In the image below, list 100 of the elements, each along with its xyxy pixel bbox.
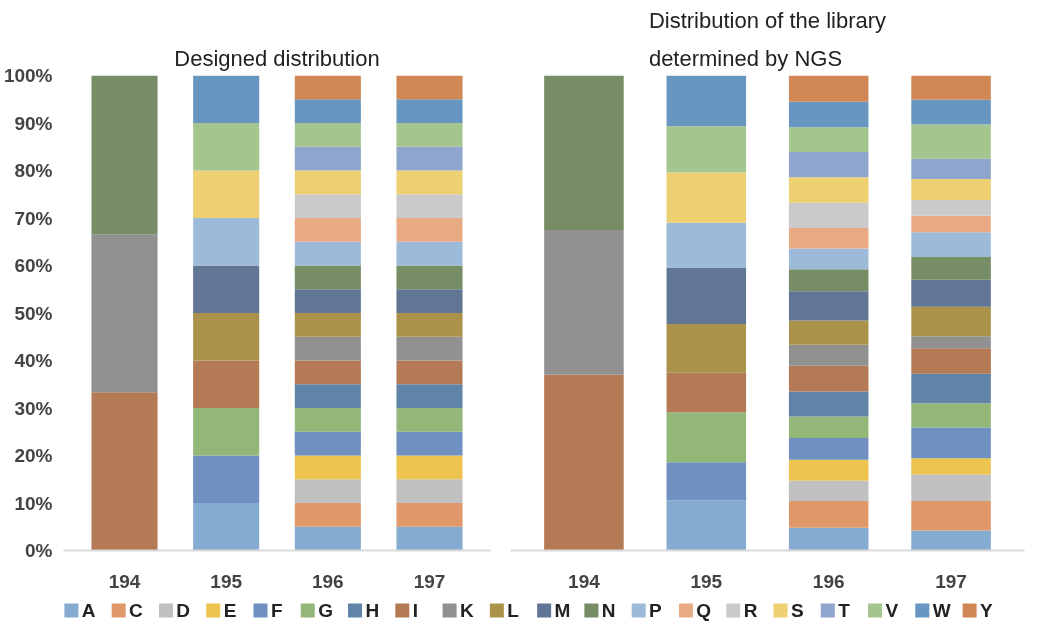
bar (396, 526, 463, 551)
legend-label: S (790, 600, 804, 621)
bar (911, 99, 991, 125)
legend-label: V (885, 600, 899, 621)
bar (193, 313, 260, 361)
bar (294, 170, 361, 195)
bar (911, 336, 991, 349)
bar (911, 75, 991, 100)
x-tick-label: 196 (311, 570, 344, 592)
bar (396, 265, 463, 290)
y-tick-label: 0% (25, 540, 53, 561)
legend-label: K (459, 600, 474, 621)
bar (294, 408, 361, 432)
bar (91, 392, 158, 551)
bar (294, 289, 361, 313)
bar (294, 241, 361, 266)
bar (788, 75, 869, 102)
bar (911, 279, 991, 307)
bar (396, 218, 463, 242)
bar (396, 123, 463, 147)
bar (396, 408, 463, 432)
bar (294, 265, 361, 290)
bar (666, 412, 747, 463)
bar (193, 218, 260, 266)
bar (396, 384, 463, 408)
bar (666, 462, 747, 501)
bar (666, 372, 747, 413)
legend-label: I (412, 600, 418, 621)
legend-label: P (649, 600, 663, 621)
bar (193, 123, 260, 171)
legend-label: D (176, 600, 191, 621)
bar (911, 474, 991, 502)
legend-label: G (318, 600, 333, 621)
bar (396, 194, 463, 218)
bar (788, 248, 869, 270)
y-tick-label: 50% (14, 302, 53, 324)
chart-title: Distribution of the library determined by NGS (648, 8, 887, 71)
y-tick-label: 90% (14, 112, 53, 134)
bar (396, 75, 463, 100)
bar (294, 146, 361, 171)
y-tick-label: 20% (14, 445, 53, 466)
bar (396, 360, 463, 385)
bar (911, 373, 991, 404)
bar (396, 313, 463, 337)
bar (788, 151, 869, 178)
bar (911, 458, 991, 475)
bar (193, 503, 260, 551)
bar (91, 234, 158, 393)
bar (294, 503, 361, 527)
bar (193, 408, 260, 456)
bar (396, 289, 463, 313)
y-tick-label: 10% (14, 492, 53, 514)
bar (911, 124, 991, 159)
bar (911, 179, 991, 200)
bar (911, 232, 991, 257)
legend-label: R (743, 600, 758, 621)
bar (666, 323, 747, 373)
bar (911, 158, 991, 180)
bar (396, 431, 463, 456)
bar (294, 360, 361, 385)
bar (666, 222, 747, 268)
bar (396, 336, 463, 361)
bar (294, 123, 361, 147)
bar (788, 101, 869, 128)
y-tick-label: 100% (3, 65, 53, 86)
y-tick-label: 80% (14, 160, 53, 181)
legend-label: N (601, 600, 616, 621)
bar (788, 501, 869, 528)
x-tick-label: 197 (935, 570, 967, 592)
x-tick-label: 197 (413, 570, 446, 592)
x-tick-label: 194 (108, 570, 141, 592)
bar (788, 459, 869, 481)
bar (788, 365, 869, 392)
bar (788, 527, 869, 551)
bar (911, 501, 991, 531)
bar (396, 455, 463, 480)
bar (294, 336, 361, 361)
bar (666, 126, 747, 173)
bar (294, 75, 361, 100)
legend-label: H (365, 600, 380, 621)
bar (294, 431, 361, 456)
bar (788, 202, 869, 228)
bar (294, 99, 361, 123)
bar (294, 313, 361, 337)
bar (396, 170, 463, 195)
bar (294, 526, 361, 551)
bar (788, 320, 869, 345)
bar (193, 75, 260, 123)
y-tick-label: 70% (14, 207, 53, 229)
bar (788, 344, 869, 366)
bar (911, 530, 991, 551)
bar (294, 194, 361, 218)
legend-label: L (507, 600, 520, 621)
bar (396, 503, 463, 527)
bar (193, 170, 260, 218)
legend-label: A (81, 600, 96, 621)
bar (788, 480, 869, 502)
x-tick-label: 196 (812, 570, 845, 592)
bar (396, 146, 463, 171)
bar (911, 199, 991, 216)
